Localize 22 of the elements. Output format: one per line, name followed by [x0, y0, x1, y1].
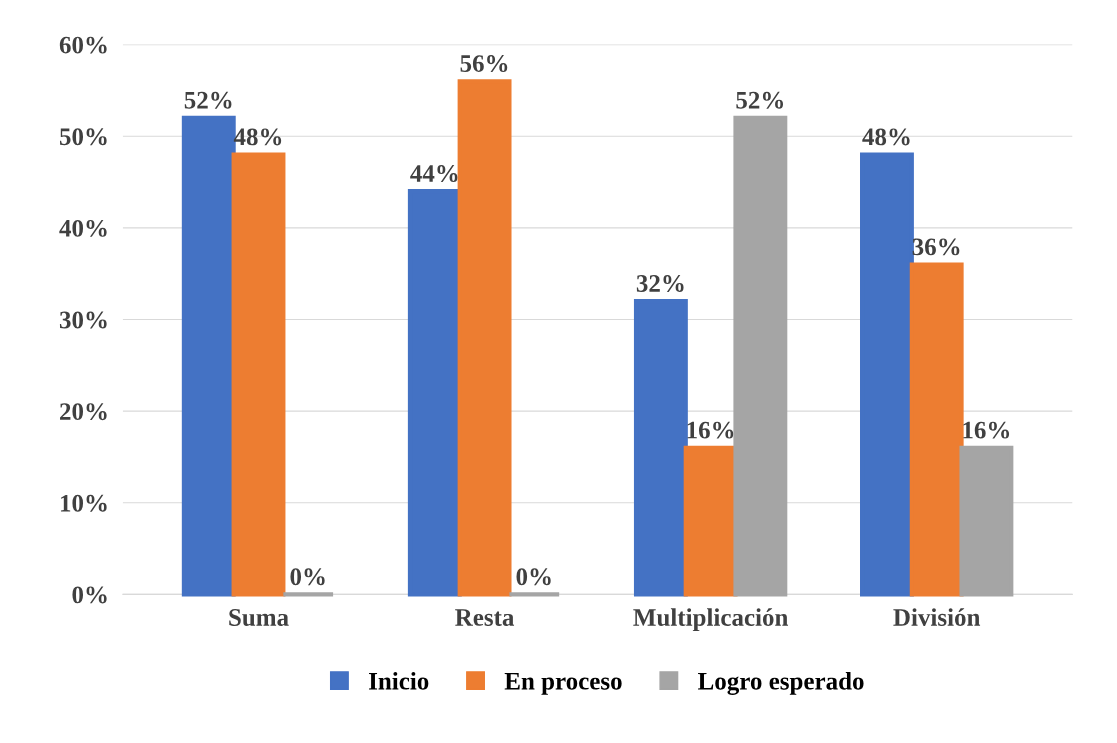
data-label: 0% [290, 568, 325, 586]
data-label: 56% [460, 55, 508, 73]
legend-label: En proceso [504, 673, 622, 695]
x-tick-label: Resta [455, 609, 515, 626]
y-tick-label: 50% [59, 128, 107, 146]
data-label: 32% [636, 275, 684, 292]
y-tick-label: 10% [60, 494, 107, 512]
y-tick-label: 30% [59, 311, 107, 329]
y-tick-label: 20% [60, 403, 107, 421]
y-tick-label: 40% [59, 219, 107, 237]
data-label: 48% [862, 128, 910, 146]
data-label: 52% [184, 91, 232, 109]
data-label: 0% [516, 568, 551, 586]
data-label: 52% [736, 91, 784, 109]
legend-label: Inicio [369, 672, 429, 690]
legend-label: Logro esperado [698, 672, 864, 695]
x-tick-label: Suma [229, 609, 289, 626]
y-tick-label: 60% [59, 36, 107, 54]
data-label: 44% [410, 165, 458, 183]
x-tick-label: División [893, 608, 981, 626]
y-tick-label: 0% [72, 586, 107, 604]
x-tick-label: Multiplicación [633, 608, 789, 631]
